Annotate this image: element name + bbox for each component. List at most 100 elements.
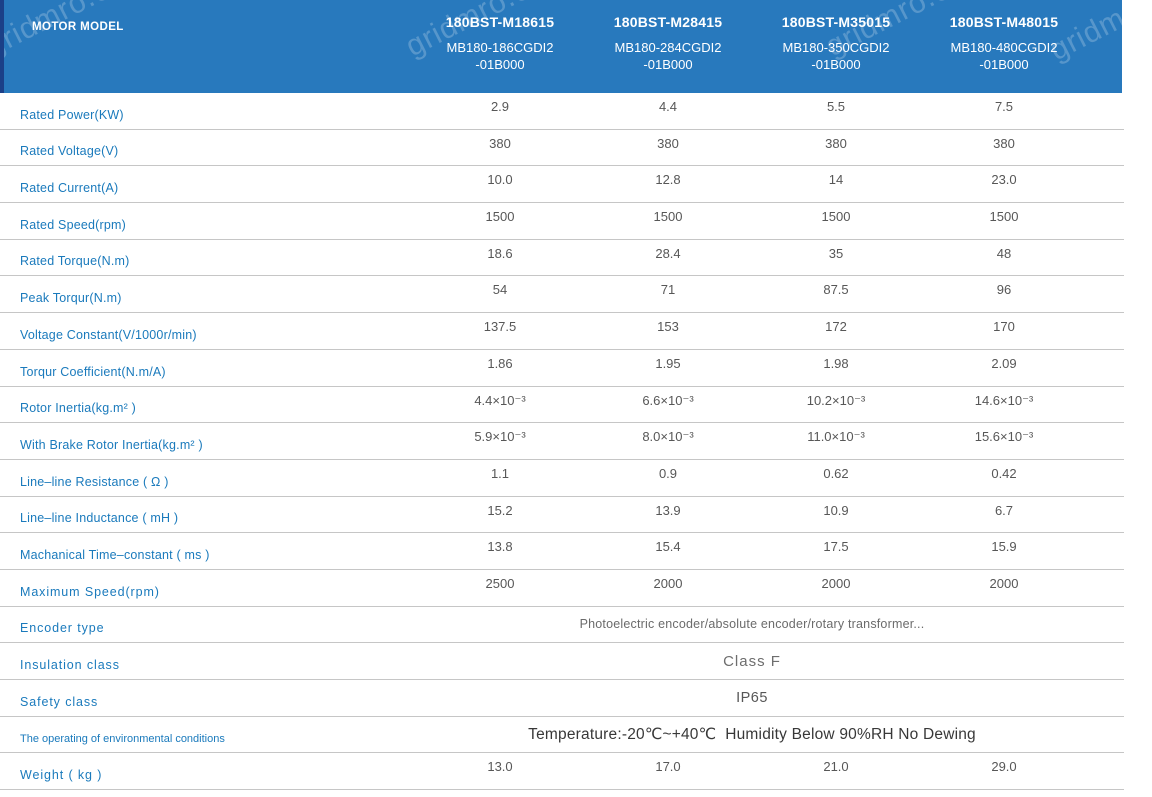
cell-value: 87.5 (823, 282, 849, 298)
cell-value: 6.6×10⁻³ (642, 392, 694, 408)
model-part-number: MB180-350CGDI2 -01B000 (782, 40, 890, 72)
cell-value: 4.4×10⁻³ (474, 392, 526, 408)
cell-value: 2000 (989, 575, 1019, 591)
merged-cell-value: Temperature:-20℃~+40℃ Humidity Below 90%… (528, 726, 976, 744)
row-label: Peak Torqur(N.m) (20, 291, 122, 306)
table-header: MOTOR MODEL 180BST-M18615 MB180-186CGDI2 … (0, 0, 1122, 93)
table-row: Line–line Resistance ( Ω ) 1.1 0.9 0.62 0.42 (0, 460, 1124, 497)
row-label: Insulation class (20, 658, 120, 672)
row-label: Rated Current(A) (20, 181, 119, 196)
cell-value: 153 (657, 319, 679, 335)
row-label: Safety class (20, 694, 99, 709)
table-row: Rated Torque(N.m) 18.6 28.4 35 48 (0, 240, 1124, 277)
cell-value: 18.6 (487, 245, 513, 261)
cell-value: 6.7 (994, 502, 1014, 518)
cell-value: 380 (993, 135, 1015, 151)
cell-value: 8.0×10⁻³ (642, 429, 694, 445)
cell-value: 23.0 (991, 172, 1017, 188)
cell-value: 96 (996, 282, 1012, 298)
header-motor-model-label: MOTOR MODEL (32, 21, 124, 33)
cell-value: 0.62 (823, 465, 849, 481)
table-row: Rated Speed(rpm) 1500 1500 1500 1500 (0, 203, 1124, 240)
merged-cell-value: Photoelectric encoder/absolute encoder/r… (579, 617, 925, 632)
row-label: Rated Torque(N.m) (20, 254, 130, 269)
row-label: Machanical Time–constant ( ms ) (20, 547, 210, 562)
table-row: Torqur Coefficient(N.m/A) 1.86 1.95 1.98 2.0… (0, 350, 1124, 387)
row-label: Line–line Inductance ( mH ) (20, 511, 179, 526)
model-name: 180BST-M18615 (445, 14, 555, 30)
cell-value: 137.5 (483, 319, 517, 335)
cell-value: 35 (828, 245, 844, 261)
table-row: The operating of environmental condition… (0, 717, 1124, 754)
merged-cell-value: IP65 (736, 689, 768, 706)
cell-value: 1500 (653, 209, 683, 225)
model-part-number: MB180-480CGDI2 -01B000 (950, 40, 1058, 72)
cell-value: 15.6×10⁻³ (974, 429, 1034, 445)
cell-value: 15.4 (655, 539, 681, 555)
cell-value: 14 (828, 172, 844, 188)
table-row: Maximum Speed(rpm) 2500 2000 2000 2000 (0, 570, 1124, 607)
model-column-header: 180BST-M48015 MB180-480CGDI2 -01B000 (920, 0, 1088, 93)
cell-value: 380 (825, 135, 847, 151)
cell-value: 29.0 (991, 759, 1017, 775)
table-row: Insulation class Class F (0, 643, 1124, 680)
row-label: Voltage Constant(V/1000r/min) (20, 327, 197, 342)
cell-value: 0.9 (658, 465, 678, 481)
cell-value: 2.9 (490, 99, 510, 114)
table-row: Rated Voltage(V) 380 380 380 380 (0, 130, 1124, 167)
table-body: Rated Power(KW) 2.9 4.4 5.5 7.5 Rated Voltage… (0, 93, 1124, 791)
table-row: Peak Torqur(N.m) 54 71 87.5 96 (0, 276, 1124, 314)
cell-value: 2500 (485, 575, 515, 591)
model-name: 180BST-M28415 (613, 14, 723, 30)
cell-value: 2000 (653, 575, 683, 591)
cell-value: 54 (492, 282, 508, 298)
cell-value: 380 (489, 135, 511, 151)
model-part-number: MB180-186CGDI2 -01B000 (446, 40, 554, 72)
cell-value: 28.4 (655, 245, 681, 261)
cell-value: 12.8 (655, 172, 681, 188)
cell-value: 10.9 (823, 502, 849, 518)
merged-cell-value: Class F (723, 652, 781, 670)
model-name: 180BST-M48015 (949, 14, 1059, 30)
row-label: Torqur Coefficient(N.m/A) (20, 364, 166, 379)
table-row: With Brake Rotor Inertia(kg.m² ) 5.9×10⁻³… (0, 423, 1124, 460)
cell-value: 5.9×10⁻³ (474, 429, 526, 445)
cell-value: 5.5 (826, 99, 846, 114)
cell-value: 0.42 (991, 465, 1017, 481)
row-label: The operating of environmental condition… (20, 733, 225, 746)
row-label: With Brake Rotor Inertia(kg.m² ) (20, 437, 203, 452)
cell-value: 2000 (821, 575, 851, 591)
model-column-header: 180BST-M28415 MB180-284CGDI2 -01B000 (584, 0, 752, 93)
cell-value: 10.2×10⁻³ (806, 392, 866, 408)
cell-value: 10.0 (487, 172, 513, 188)
cell-value: 4.4 (658, 99, 678, 114)
row-label: Rated Voltage(V) (20, 144, 119, 159)
cell-value: 380 (657, 135, 679, 151)
cell-value: 13.8 (487, 539, 513, 555)
table-row: Voltage Constant(V/1000r/min) 137.5 153 172… (0, 313, 1124, 350)
cell-value: 7.5 (994, 99, 1014, 114)
table-row: Line–line Inductance ( mH ) 15.2 13.9 10.9 6… (0, 497, 1124, 534)
cell-value: 1500 (989, 209, 1019, 225)
table-row: Rated Power(KW) 2.9 4.4 5.5 7.5 (0, 93, 1124, 130)
cell-value: 1.1 (490, 465, 510, 481)
cell-value: 21.0 (823, 759, 849, 775)
table-row: Weight ( kg ) 13.0 17.0 21.0 29.0 (0, 753, 1124, 791)
cell-value: 13.9 (655, 502, 681, 518)
cell-value: 1500 (821, 209, 851, 225)
cell-value: 15.2 (487, 502, 513, 518)
row-label: Maximum Speed(rpm) (20, 584, 160, 599)
row-label: Encoder type (20, 621, 105, 636)
model-column-header: 180BST-M18615 MB180-186CGDI2 -01B000 (416, 0, 584, 93)
cell-value: 13.0 (487, 759, 513, 775)
model-name: 180BST-M35015 (781, 14, 891, 30)
table-row: Rated Current(A) 10.0 12.8 14 23.0 (0, 166, 1124, 204)
cell-value: 2.09 (991, 355, 1017, 371)
row-label: Rated Power(KW) (20, 107, 124, 122)
cell-value: 1.95 (655, 355, 681, 371)
cell-value: 1.86 (487, 355, 513, 371)
cell-value: 48 (996, 245, 1012, 261)
cell-value: 71 (660, 282, 676, 298)
cell-value: 11.0×10⁻³ (807, 429, 865, 445)
cell-value: 15.9 (991, 539, 1017, 555)
